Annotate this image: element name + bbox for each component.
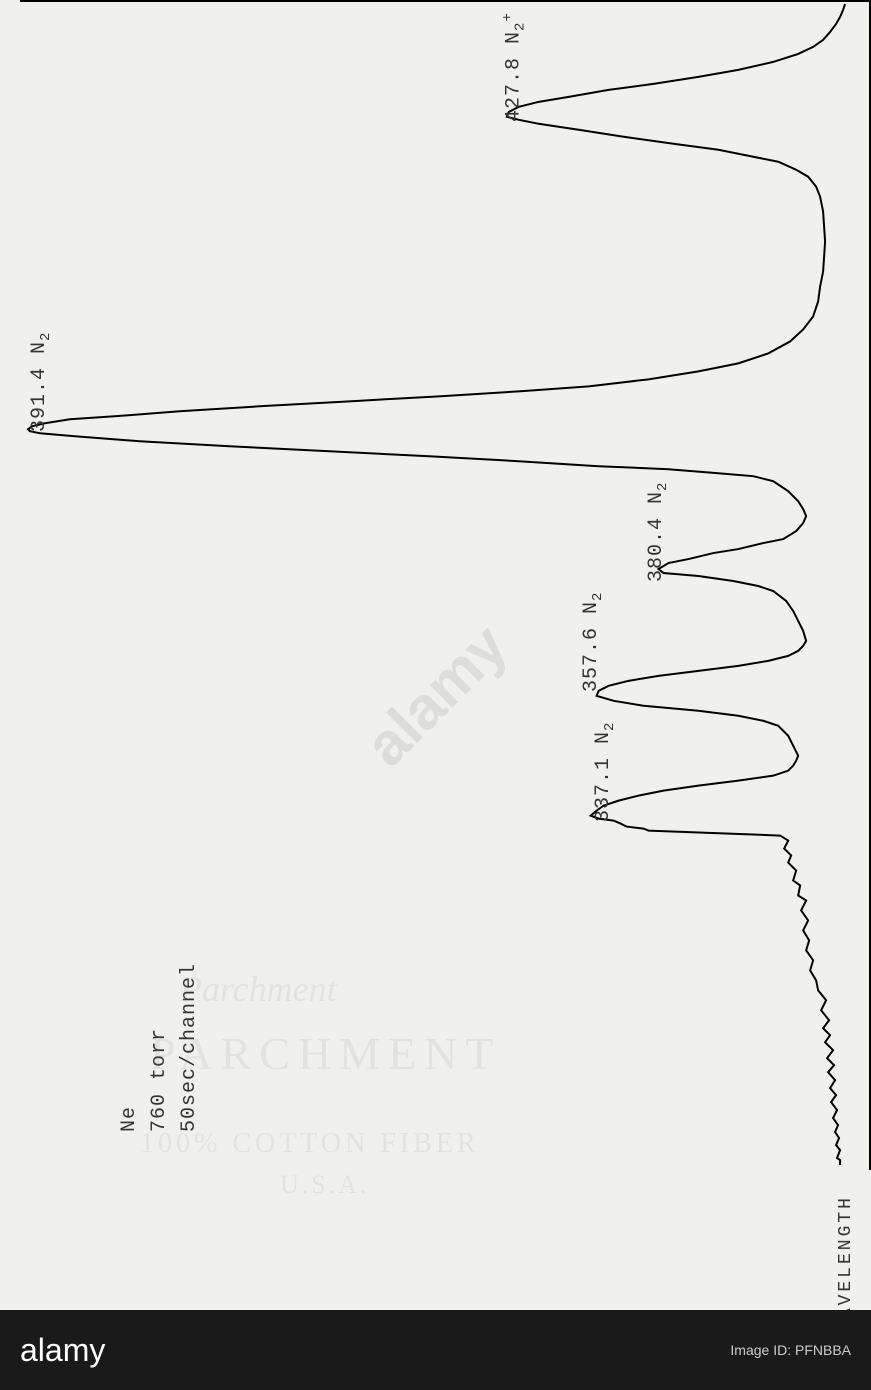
peak-label-380: 380.4 N2 [645,482,671,582]
peak-superscript: + [500,12,516,21]
chart-info: 760 torr [145,1028,175,1132]
peak-subscript: 2 [602,722,618,731]
peak-label-427: 427.8 N2+ [500,12,529,122]
peak-wavelength: 357.6 [580,627,603,692]
peak-species: N [645,491,668,504]
peak-species: N [503,31,526,44]
spectrum-chart: 337.1 N2 357.6 N2 380.4 N2 391.4 N2 427.… [20,0,871,1170]
peak-species: N [592,731,615,744]
peak-label-337: 337.1 N2 [592,722,618,822]
peak-label-357: 357.6 N2 [580,592,606,692]
peak-species: N [580,601,603,614]
info-gas: Ne [115,1106,145,1132]
chart-info: Ne [115,1106,145,1132]
peak-wavelength: 391.4 [28,367,51,432]
peak-subscript: 2 [590,592,606,601]
peak-wavelength: 380.4 [645,517,668,582]
chart-info: 50sec/channel [175,963,205,1132]
peak-label-391: 391.4 N2 [28,332,54,432]
peak-subscript: 2 [655,482,671,491]
peak-wavelength: 427.8 [503,57,526,122]
peak-species: N [28,341,51,354]
info-pressure: 760 torr [145,1028,175,1132]
alamy-logo: alamy [20,1332,105,1369]
peak-subscript: 2 [513,22,529,31]
info-scanrate: 50sec/channel [175,963,205,1132]
watermark-footer: alamy Image ID: PFNBBA [0,1310,871,1390]
spectrum-trace [20,2,869,1170]
peak-wavelength: 337.1 [592,757,615,822]
peak-subscript: 2 [38,332,54,341]
image-id: Image ID: PFNBBA [730,1342,851,1358]
watermark-bg-4: U.S.A. [280,1170,370,1200]
